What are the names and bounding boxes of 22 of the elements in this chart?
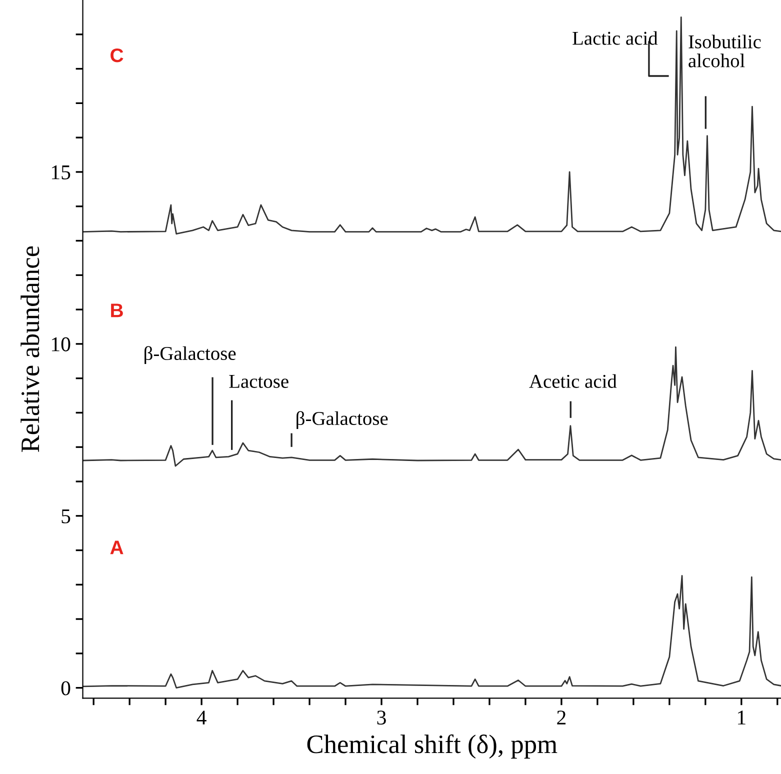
annotation: C	[110, 48, 124, 62]
annotation: Acetic acid	[529, 374, 617, 388]
line-series	[82, 346, 781, 467]
y-tick-label: 15	[52, 165, 70, 180]
y-axis-title: Relative abundance	[20, 246, 40, 452]
annotation: Isobutilic alcohol	[688, 34, 761, 68]
annotation: B	[111, 304, 123, 318]
line-series	[82, 16, 781, 235]
x-axis-title: Chemical shift (δ), ppm	[307, 734, 558, 759]
annotation: A	[110, 540, 124, 554]
x-tick-label: 3	[377, 710, 386, 725]
x-tick-label: 4	[196, 710, 206, 724]
x-tick-label: 1	[738, 710, 746, 724]
annotation: Lactic acid	[572, 31, 658, 45]
annotation: β-Galactose	[144, 346, 236, 364]
y-tick-label: 10	[52, 337, 70, 352]
y-tick-label: 5	[62, 509, 70, 524]
annotation: β-Galactose	[296, 411, 388, 430]
line-series	[82, 575, 781, 689]
x-tick-label: 2	[557, 710, 566, 724]
annotation: Lactose	[229, 375, 288, 388]
y-tick-label: 0	[61, 681, 70, 696]
